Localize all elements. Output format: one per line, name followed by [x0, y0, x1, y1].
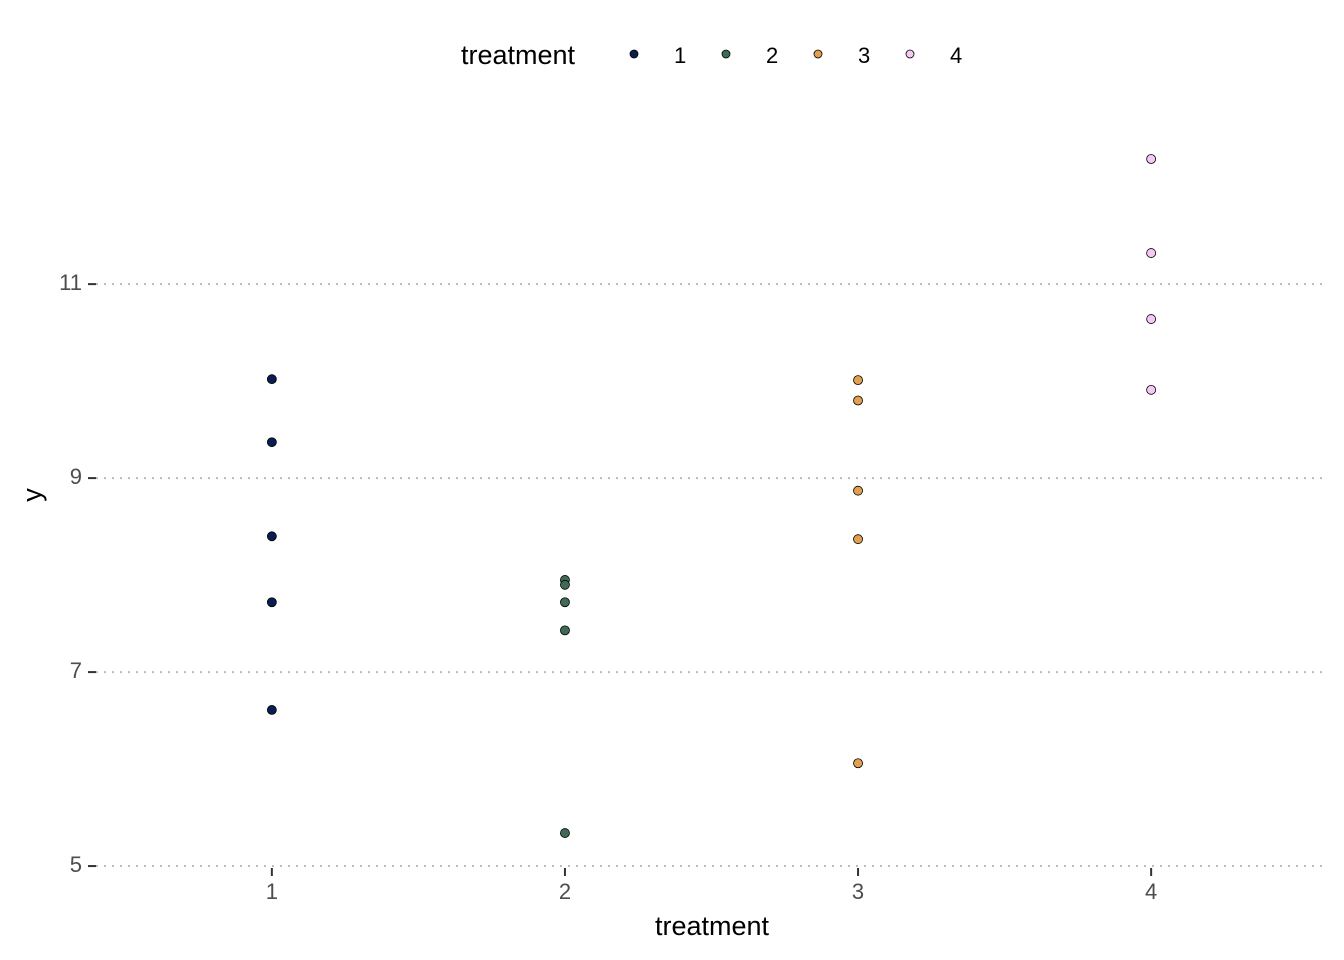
x-tick-label: 1 — [266, 879, 278, 904]
point — [853, 534, 863, 545]
legend-label: 4 — [950, 43, 962, 68]
point — [853, 485, 863, 496]
x-axis-title: treatment — [655, 911, 770, 941]
point — [853, 375, 863, 386]
y-axis-title: y — [17, 488, 47, 502]
point — [560, 597, 570, 608]
point — [560, 625, 570, 636]
point — [560, 579, 570, 590]
point — [266, 374, 277, 385]
point — [1146, 154, 1157, 164]
legend-key — [629, 49, 639, 59]
x-tick-label: 4 — [1145, 879, 1157, 904]
legend-label: 3 — [858, 43, 870, 68]
y-tick-label: 5 — [70, 852, 82, 877]
legend-key — [905, 49, 915, 59]
point — [560, 828, 570, 838]
point — [1146, 248, 1157, 258]
y-tick-label: 11 — [59, 270, 82, 295]
x-tick-label: 3 — [852, 879, 864, 904]
y-tick-label: 7 — [70, 658, 82, 683]
point — [1146, 314, 1157, 324]
x-tick-label: 2 — [559, 879, 571, 904]
point — [1146, 384, 1157, 395]
legend-title: treatment — [461, 40, 576, 70]
legend-key — [721, 49, 731, 59]
legend-label: 1 — [674, 43, 686, 68]
point — [853, 395, 863, 406]
point — [266, 597, 277, 608]
point — [266, 437, 277, 448]
legend-key — [813, 49, 823, 59]
point — [266, 531, 277, 542]
legend-label: 2 — [766, 43, 778, 68]
y-tick-label: 9 — [70, 464, 82, 489]
point — [853, 758, 863, 769]
point — [266, 705, 277, 715]
